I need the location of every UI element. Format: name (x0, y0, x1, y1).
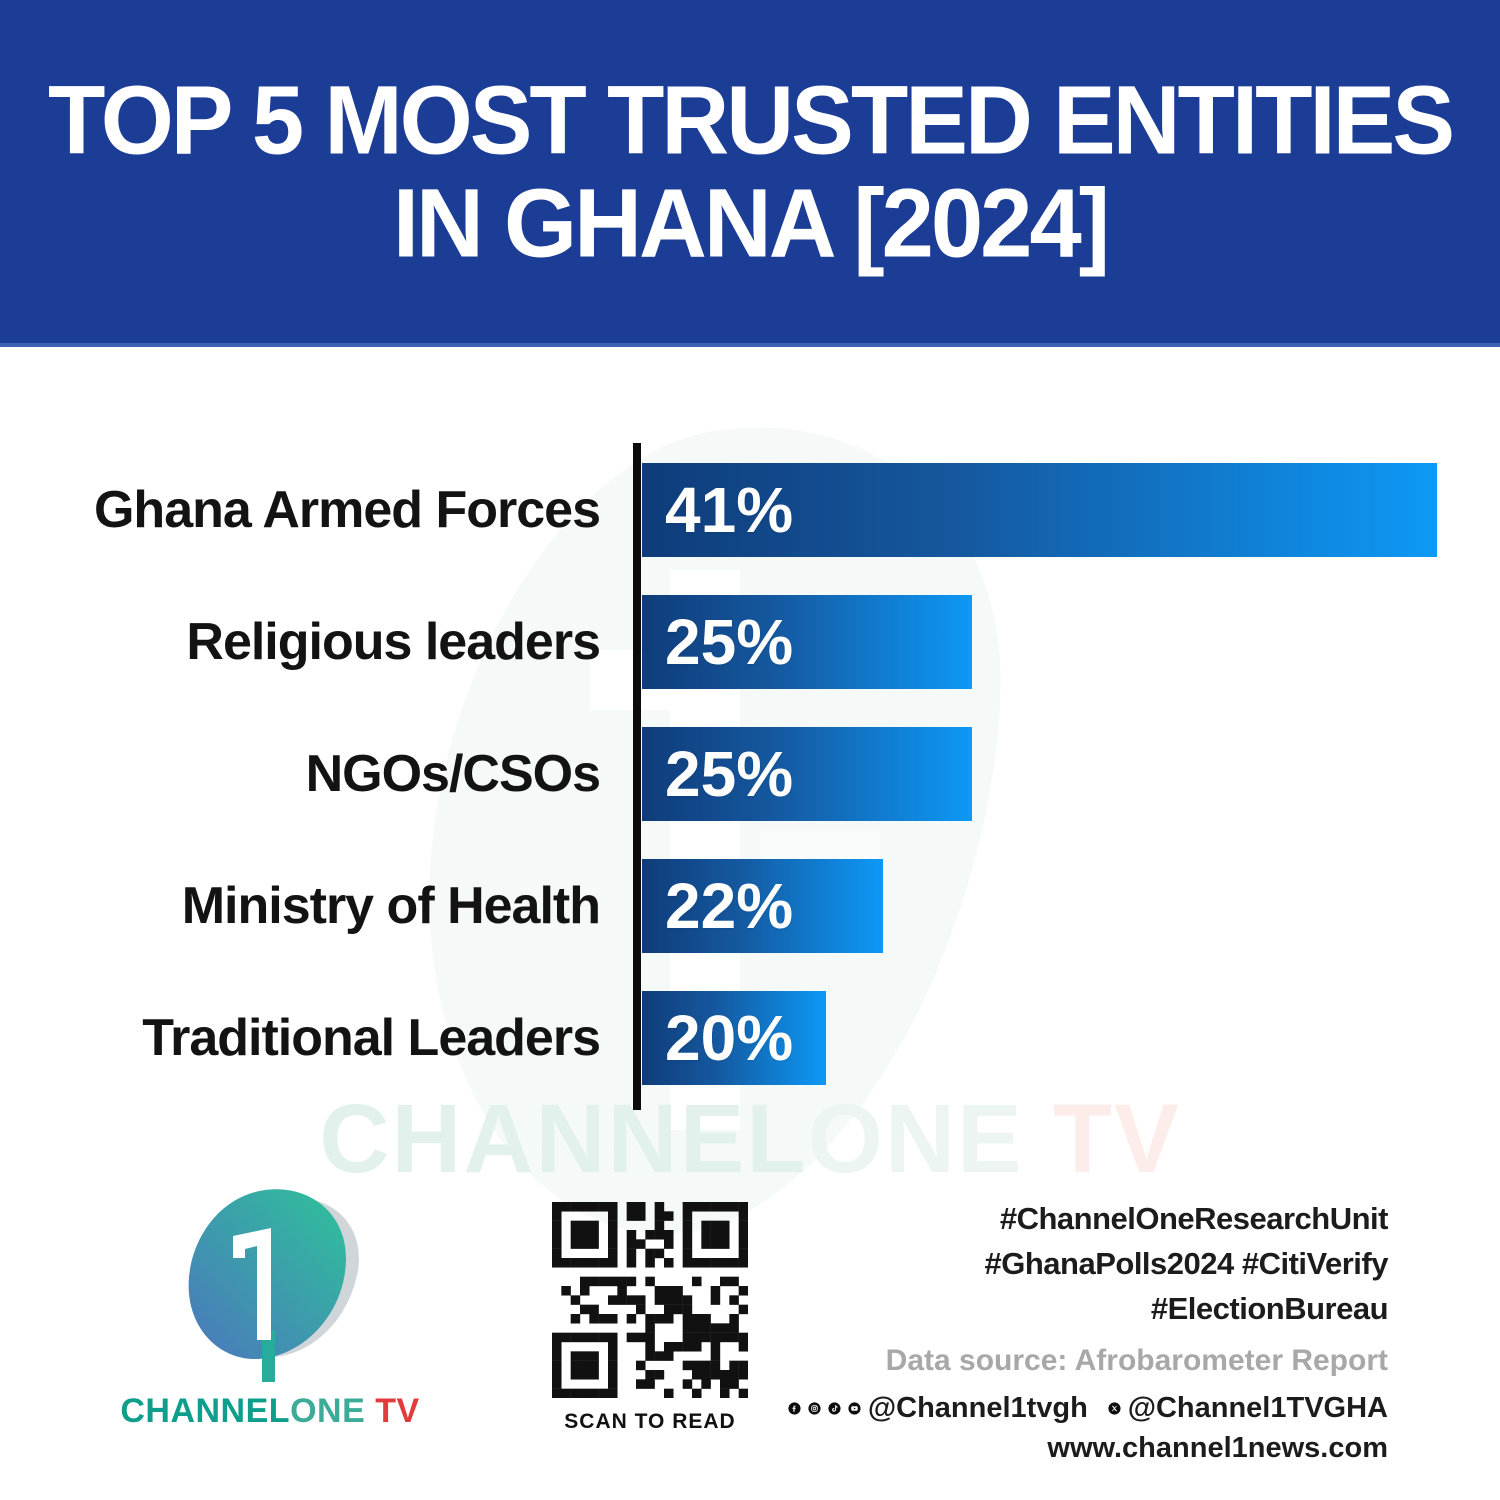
tiktok-icon (828, 1402, 841, 1415)
qr-code (552, 1202, 748, 1398)
channel-one-logo: CHANNELONE TV (120, 1180, 420, 1431)
bar: 25% (642, 595, 972, 689)
title-line-2: IN GHANA [2024] (392, 167, 1110, 277)
bar-value-label: 41% (665, 474, 794, 546)
channel-one-logo-text: CHANNELONE TV (120, 1392, 420, 1431)
qr-caption: SCAN TO READ (564, 1410, 736, 1433)
social-row: @Channel1tvgh @Channel1TVGHA (788, 1392, 1388, 1425)
bar-value-label: 20% (665, 1002, 794, 1074)
category-label: Ministry of Health (181, 877, 601, 935)
category-label: NGOs/CSOs (305, 745, 601, 803)
header-banner: TOP 5 MOST TRUSTED ENTITIES IN GHANA [20… (0, 0, 1500, 347)
bar: 25% (642, 727, 972, 821)
logo-text-tv: TV (365, 1392, 420, 1430)
title-line-1: TOP 5 MOST TRUSTED ENTITIES (47, 64, 1455, 174)
y-axis-line (633, 443, 641, 1110)
social-handle-2: @Channel1TVGHA (1127, 1392, 1388, 1424)
bar-row: Religious leaders 25% (0, 595, 1500, 689)
instagram-icon (808, 1402, 821, 1415)
social-handle-1: @Channel1tvgh (867, 1392, 1088, 1424)
bar-track: 41% (642, 463, 1437, 557)
data-source: Data source: Afrobarometer Report (885, 1344, 1388, 1377)
bar-value-label: 25% (665, 606, 794, 678)
footer-info: #ChannelOneResearchUnit #GhanaPolls2024 … (788, 1196, 1389, 1465)
bar: 20% (642, 991, 827, 1085)
hashtags: #ChannelOneResearchUnit #GhanaPolls2024 … (788, 1196, 1389, 1331)
bar-row: Ghana Armed Forces 41% (0, 463, 1500, 557)
category-label: Traditional Leaders (142, 1009, 601, 1067)
hashtag-line: #ElectionBureau (1150, 1291, 1389, 1326)
x-icon (1108, 1402, 1121, 1415)
bar-row: NGOs/CSOs 25% (0, 727, 1500, 821)
bar: 22% (642, 859, 883, 953)
bar-row: Traditional Leaders 20% (0, 991, 1500, 1085)
bar-row: Ministry of Health 22% (0, 859, 1500, 953)
website-url: www.channel1news.com (1047, 1432, 1388, 1464)
bar-track: 20% (642, 991, 1437, 1085)
logo-text-channel: CHANNEL (120, 1392, 291, 1430)
hashtag-line: #GhanaPolls2024 #CitiVerify (984, 1246, 1389, 1281)
bar-value-label: 22% (665, 870, 794, 942)
bar-track: 22% (642, 859, 1437, 953)
bar: 41% (642, 463, 1437, 557)
bar-chart: Ghana Armed Forces 41% Religious leaders 25… (0, 443, 1500, 1110)
category-label: Religious leaders (186, 613, 601, 671)
channel-one-logo-mark (188, 1189, 359, 1382)
page-title: TOP 5 MOST TRUSTED ENTITIES IN GHANA [20… (48, 68, 1455, 277)
bar-track: 25% (642, 595, 1437, 689)
youtube-icon (848, 1402, 861, 1415)
category-label: Ghana Armed Forces (93, 481, 601, 539)
hashtag-line: #ChannelOneResearchUnit (999, 1201, 1389, 1236)
bar-track: 25% (642, 727, 1437, 821)
bar-value-label: 25% (665, 738, 794, 810)
logo-text-one: ONE (290, 1392, 366, 1430)
facebook-icon (788, 1402, 801, 1415)
qr-block: SCAN TO READ (552, 1202, 748, 1434)
